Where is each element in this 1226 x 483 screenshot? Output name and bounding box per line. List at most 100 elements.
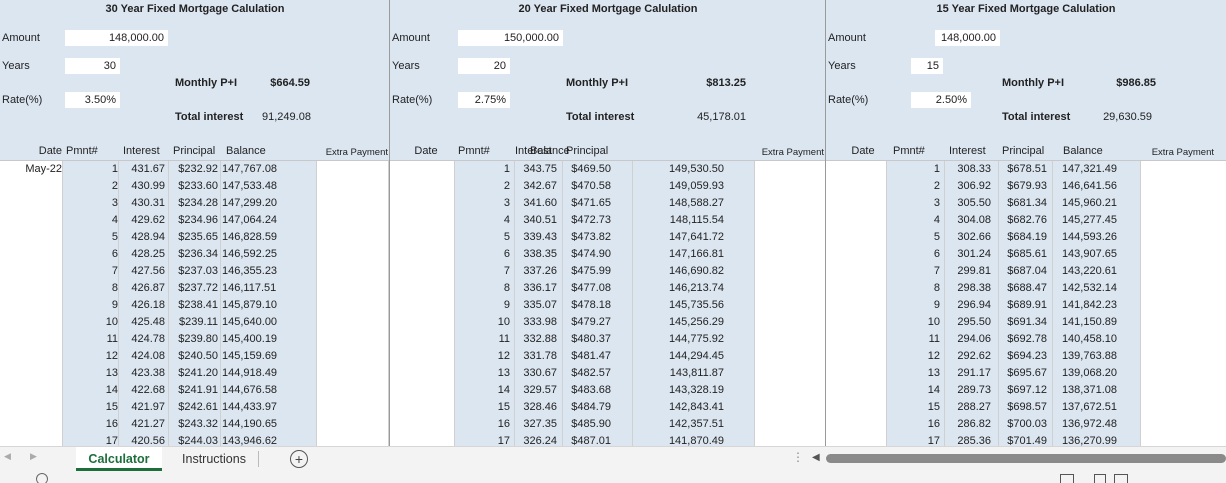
payment-number-cell[interactable]: 16 [105, 418, 118, 430]
balance-cell[interactable]: 147,533.48 [222, 180, 278, 192]
balance-cell[interactable]: 146,592.25 [222, 248, 278, 260]
amortization-row[interactable]: 12 331.78 $481.47 144,294.45 [390, 348, 826, 365]
amortization-row[interactable]: 8 336.17 $477.08 146,213.74 [390, 280, 826, 297]
tab-scroll-left-icon[interactable]: ◀ [4, 451, 11, 461]
payment-number-cell[interactable]: 11 [498, 333, 510, 345]
date-cell[interactable] [410, 161, 442, 178]
payment-number-cell[interactable]: 5 [503, 231, 510, 243]
balance-cell[interactable]: 143,907.65 [1061, 248, 1117, 260]
balance-cell[interactable]: 147,321.49 [1061, 163, 1117, 175]
interest-cell[interactable]: 426.18 [131, 299, 165, 311]
payment-number-cell[interactable]: 9 [111, 299, 118, 311]
amortization-row[interactable]: 9 426.18 $238.41 145,879.10 [0, 297, 390, 314]
amortization-row[interactable]: 12 424.08 $240.50 145,159.69 [0, 348, 390, 365]
principal-cell[interactable]: $685.61 [1007, 248, 1047, 260]
interest-cell[interactable]: 424.78 [131, 333, 165, 345]
principal-cell[interactable]: $695.67 [1007, 367, 1047, 379]
payment-number-cell[interactable]: 8 [933, 282, 940, 294]
balance-cell[interactable]: 147,299.20 [222, 197, 278, 209]
interest-cell[interactable]: 336.17 [523, 282, 557, 294]
principal-cell[interactable]: $474.90 [571, 248, 611, 260]
interest-cell[interactable]: 330.67 [523, 367, 557, 379]
payment-number-cell[interactable]: 7 [933, 265, 940, 277]
principal-cell[interactable]: $694.23 [1007, 350, 1047, 362]
interest-cell[interactable]: 305.50 [957, 197, 991, 209]
balance-cell[interactable]: 145,277.45 [1061, 214, 1117, 226]
principal-cell[interactable]: $239.80 [178, 333, 218, 345]
principal-cell[interactable]: $234.28 [178, 197, 218, 209]
interest-cell[interactable]: 299.81 [957, 265, 991, 277]
horizontal-scrollbar[interactable] [826, 454, 1226, 463]
years-field[interactable]: 15 [911, 58, 943, 74]
payment-number-cell[interactable]: 13 [927, 367, 940, 379]
payment-number-cell[interactable]: 6 [933, 248, 940, 260]
amortization-row[interactable]: 3 430.31 $234.28 147,299.20 [0, 195, 390, 212]
scroll-left-arrow-icon[interactable]: ◀ [812, 452, 820, 463]
balance-cell[interactable]: 149,059.93 [668, 180, 724, 192]
payment-number-cell[interactable]: 8 [111, 282, 118, 294]
principal-cell[interactable]: $241.20 [178, 367, 218, 379]
rate-field[interactable]: 2.75% [458, 92, 510, 108]
principal-cell[interactable]: $471.65 [571, 197, 611, 209]
principal-cell[interactable]: $470.58 [571, 180, 611, 192]
tab-calculator[interactable]: Calculator [76, 447, 162, 471]
principal-cell[interactable]: $241.91 [178, 384, 218, 396]
interest-cell[interactable]: 289.73 [957, 384, 991, 396]
amortization-row[interactable]: 6 338.35 $474.90 147,166.81 [390, 246, 826, 263]
balance-cell[interactable]: 144,190.65 [222, 418, 278, 430]
payment-number-cell[interactable]: 2 [111, 180, 118, 192]
balance-cell[interactable]: 143,811.87 [669, 367, 724, 379]
balance-cell[interactable]: 145,159.69 [222, 350, 278, 362]
balance-cell[interactable]: 143,220.61 [1061, 265, 1117, 277]
balance-cell[interactable]: 145,400.19 [222, 333, 278, 345]
principal-cell[interactable]: $698.57 [1007, 401, 1047, 413]
principal-cell[interactable]: $691.34 [1007, 316, 1047, 328]
amortization-row[interactable]: 11 424.78 $239.80 145,400.19 [0, 331, 390, 348]
balance-cell[interactable]: 141,870.49 [668, 435, 724, 446]
amortization-row[interactable]: 1 308.33 $678.51 147,321.49 [826, 161, 1226, 178]
tab-instructions[interactable]: Instructions [182, 452, 246, 466]
principal-cell[interactable]: $485.90 [571, 418, 611, 430]
payment-number-cell[interactable]: 10 [927, 316, 940, 328]
interest-cell[interactable]: 291.17 [957, 367, 991, 379]
balance-cell[interactable]: 141,150.89 [1061, 316, 1117, 328]
amortization-row[interactable]: May-22 1 431.67 $232.92 147,767.08 [0, 161, 390, 178]
worksheet-grid[interactable]: 30 Year Fixed Mortgage Calulation Amount 1… [0, 0, 1226, 446]
balance-cell[interactable]: 146,641.56 [1061, 180, 1117, 192]
amortization-row[interactable]: 6 428.25 $236.34 146,592.25 [0, 246, 390, 263]
balance-cell[interactable]: 148,115.54 [669, 214, 724, 226]
amortization-row[interactable]: 13 423.38 $241.20 144,918.49 [0, 365, 390, 382]
payment-number-cell[interactable]: 9 [933, 299, 940, 311]
interest-cell[interactable]: 294.06 [957, 333, 991, 345]
interest-cell[interactable]: 340.51 [523, 214, 557, 226]
interest-cell[interactable]: 298.38 [957, 282, 991, 294]
balance-cell[interactable]: 145,735.56 [668, 299, 724, 311]
balance-cell[interactable]: 142,843.41 [668, 401, 724, 413]
payment-number-cell[interactable]: 2 [933, 180, 940, 192]
tab-scroll-right-icon[interactable]: ▶ [30, 451, 37, 461]
principal-cell[interactable]: $235.65 [178, 231, 218, 243]
payment-number-cell[interactable]: 17 [927, 435, 940, 446]
amortization-row[interactable]: 7 337.26 $475.99 146,690.82 [390, 263, 826, 280]
principal-cell[interactable]: $244.03 [178, 435, 218, 446]
interest-cell[interactable]: 421.27 [131, 418, 165, 430]
interest-cell[interactable]: 430.31 [131, 197, 165, 209]
payment-number-cell[interactable]: 14 [105, 384, 118, 396]
amortization-row[interactable]: 17 326.24 $487.01 141,870.49 [390, 433, 826, 446]
principal-cell[interactable]: $232.92 [178, 163, 218, 175]
normal-view-icon[interactable] [1060, 474, 1074, 483]
interest-cell[interactable]: 339.43 [523, 231, 557, 243]
amortization-row[interactable]: 9 335.07 $478.18 145,735.56 [390, 297, 826, 314]
payment-number-cell[interactable]: 1 [111, 163, 118, 175]
page-break-view-icon[interactable] [1114, 474, 1128, 483]
payment-number-cell[interactable]: 4 [933, 214, 940, 226]
principal-cell[interactable]: $700.03 [1007, 418, 1047, 430]
balance-cell[interactable]: 137,672.51 [1061, 401, 1117, 413]
balance-cell[interactable]: 142,357.51 [668, 418, 724, 430]
interest-cell[interactable]: 428.25 [131, 248, 165, 260]
balance-cell[interactable]: 144,433.97 [222, 401, 278, 413]
principal-cell[interactable]: $487.01 [571, 435, 611, 446]
interest-cell[interactable]: 421.97 [131, 401, 165, 413]
interest-cell[interactable]: 295.50 [957, 316, 991, 328]
balance-cell[interactable]: 145,640.00 [222, 316, 278, 328]
